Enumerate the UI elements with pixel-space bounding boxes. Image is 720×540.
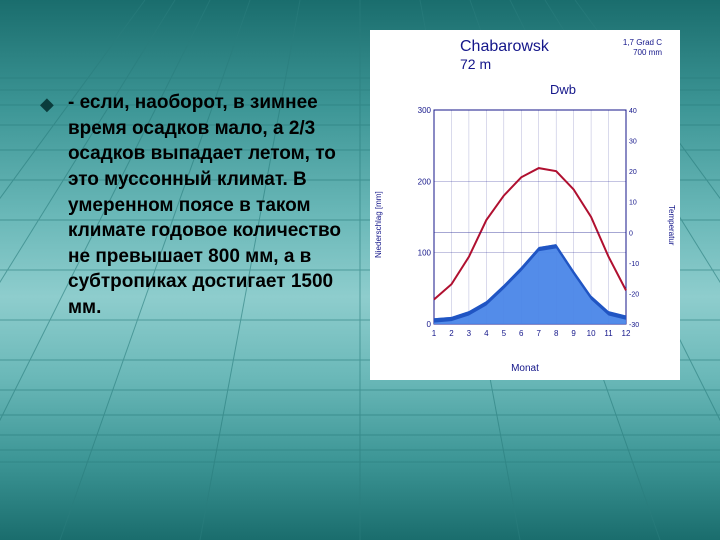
svg-text:7: 7 bbox=[537, 329, 542, 338]
svg-text:200: 200 bbox=[418, 177, 432, 186]
svg-text:20: 20 bbox=[629, 169, 637, 176]
svg-text:1: 1 bbox=[432, 329, 437, 338]
x-axis-label: Monat bbox=[370, 363, 680, 374]
svg-text:-30: -30 bbox=[629, 322, 639, 329]
climate-chart: Chabarowsk 72 m 1,7 Grad C 700 mm Dwb Ni… bbox=[370, 30, 680, 380]
chart-column: Chabarowsk 72 m 1,7 Grad C 700 mm Dwb Ni… bbox=[370, 0, 720, 540]
y-axis-label-temp: Temperatur bbox=[664, 100, 676, 350]
svg-text:0: 0 bbox=[629, 230, 633, 237]
slide-root: ◆ - если, наоборот, в зимнее время осадк… bbox=[0, 0, 720, 540]
svg-text:5: 5 bbox=[502, 329, 507, 338]
svg-text:10: 10 bbox=[629, 200, 637, 207]
y-axis-label-precip: Niederschlag [mm] bbox=[374, 100, 386, 350]
text-column: ◆ - если, наоборот, в зимнее время осадк… bbox=[0, 0, 370, 540]
svg-text:10: 10 bbox=[587, 329, 596, 338]
chart-location: Chabarowsk bbox=[460, 38, 549, 56]
svg-text:30: 30 bbox=[629, 139, 637, 146]
svg-text:11: 11 bbox=[604, 329, 613, 338]
chart-mean-temp: 1,7 Grad C bbox=[623, 38, 662, 48]
bullet-text: - если, наоборот, в зимнее время осадков… bbox=[68, 90, 350, 321]
svg-text:8: 8 bbox=[554, 329, 559, 338]
svg-text:6: 6 bbox=[519, 329, 524, 338]
plot-area: 0100200300-30-20-10010203040123456789101… bbox=[410, 106, 650, 346]
svg-text:-10: -10 bbox=[629, 261, 639, 268]
svg-text:0: 0 bbox=[427, 320, 432, 329]
svg-text:2: 2 bbox=[449, 329, 454, 338]
chart-altitude: 72 m bbox=[460, 56, 491, 72]
content-row: ◆ - если, наоборот, в зимнее время осадк… bbox=[0, 0, 720, 540]
svg-text:9: 9 bbox=[571, 329, 576, 338]
svg-text:40: 40 bbox=[629, 108, 637, 115]
chart-meta: 1,7 Grad C 700 mm bbox=[623, 38, 662, 59]
chart-annual-precip: 700 mm bbox=[623, 48, 662, 58]
svg-text:12: 12 bbox=[622, 329, 631, 338]
bullet-marker: ◆ bbox=[40, 90, 68, 321]
svg-text:3: 3 bbox=[467, 329, 472, 338]
plot-svg: 0100200300-30-20-10010203040123456789101… bbox=[410, 106, 650, 346]
svg-text:-20: -20 bbox=[629, 291, 639, 298]
svg-text:4: 4 bbox=[484, 329, 489, 338]
bullet-item: ◆ - если, наоборот, в зимнее время осадк… bbox=[40, 90, 350, 321]
svg-text:100: 100 bbox=[418, 249, 432, 258]
chart-classification: Dwb bbox=[550, 82, 576, 97]
svg-text:300: 300 bbox=[418, 106, 432, 115]
